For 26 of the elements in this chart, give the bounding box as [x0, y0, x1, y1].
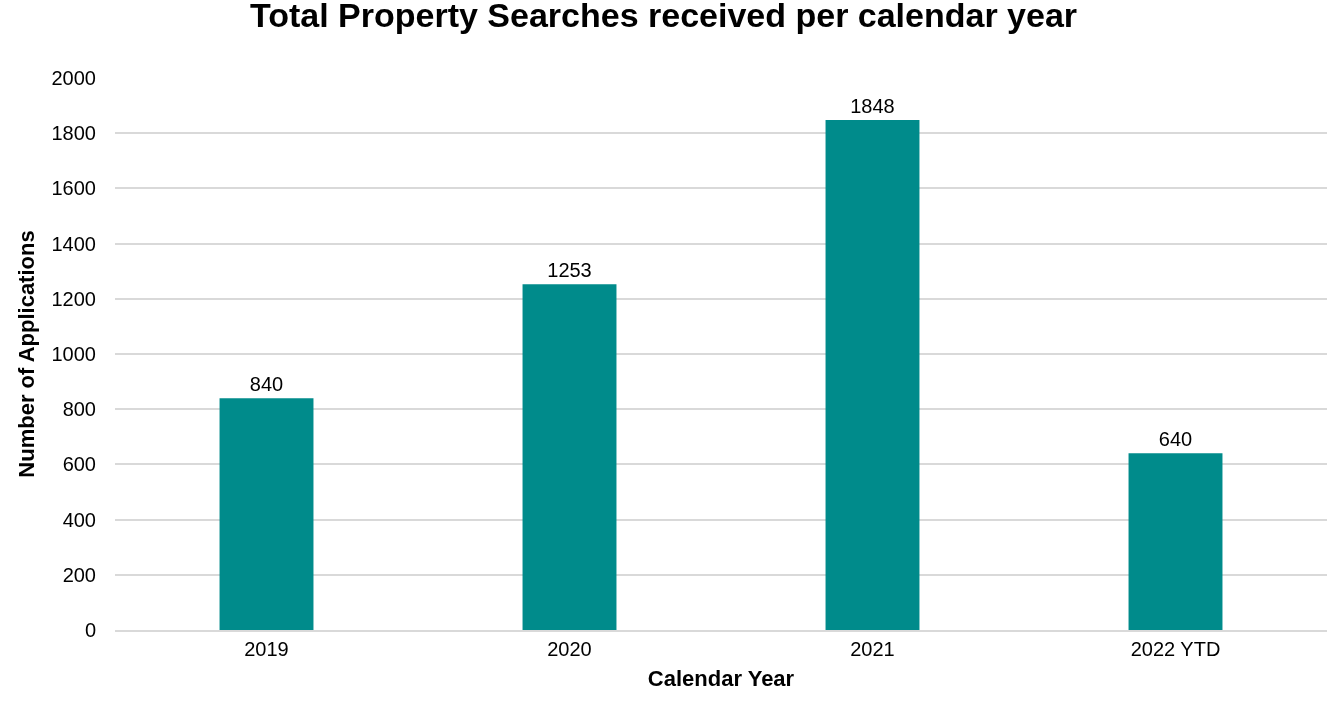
x-tick-label: 2019	[244, 637, 289, 660]
y-tick-label: 0	[84, 619, 96, 641]
data-label: 1848	[850, 94, 895, 117]
chart-title: Total Property Searches received per calendar year	[249, 0, 1078, 35]
bar	[219, 398, 314, 630]
y-tick-label: 1800	[51, 122, 96, 145]
y-tick-label: 2000	[51, 67, 96, 89]
y-tick-label: 1000	[51, 343, 96, 365]
y-tick-label: 400	[62, 508, 96, 531]
bar	[1128, 453, 1223, 630]
x-axis-title: Calendar Year	[647, 666, 795, 692]
y-tick-label: 600	[62, 453, 96, 476]
y-axis-title: Number of Applications	[14, 230, 40, 478]
x-tick-label: 2020	[547, 637, 592, 660]
x-tick-label: 2021	[850, 637, 895, 660]
y-tick-label: 1200	[51, 287, 96, 310]
y-tick-label: 1400	[51, 232, 96, 255]
bar	[522, 284, 617, 630]
data-label: 1253	[547, 259, 592, 282]
y-tick-label: 200	[62, 563, 96, 586]
x-tick-label: 2022 YTD	[1130, 637, 1221, 660]
y-tick-label: 800	[62, 398, 96, 421]
data-label: 640	[1158, 428, 1193, 451]
bar	[825, 119, 920, 630]
y-tick-label: 1600	[51, 177, 96, 200]
data-label: 840	[249, 373, 284, 396]
